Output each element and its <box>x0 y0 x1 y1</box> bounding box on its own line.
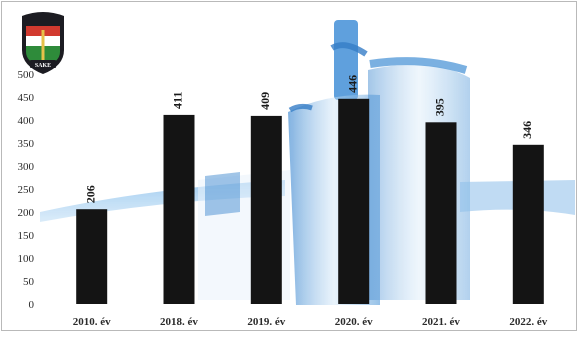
bar-series <box>76 98 544 305</box>
y-tick-label: 500 <box>18 69 35 81</box>
y-tick-label: 450 <box>18 92 35 104</box>
bar <box>512 144 544 304</box>
bar <box>163 114 195 305</box>
y-tick-label: 400 <box>18 115 35 127</box>
bar-value-label: 395 <box>433 98 447 116</box>
y-axis: 0 50 100 150 200 250 300 350 400 450 500 <box>18 69 35 311</box>
coat-of-arms-shield-icon: SAKE <box>22 12 64 74</box>
y-tick-label: 300 <box>18 161 35 173</box>
bar <box>76 209 108 304</box>
y-tick-label: 100 <box>18 253 35 265</box>
logo-text: SAKE <box>35 63 51 69</box>
y-tick-label: 250 <box>18 184 35 196</box>
value-labels: 206 411 409 446 395 346 <box>83 75 534 203</box>
y-tick-label: 50 <box>23 276 35 288</box>
x-tick-label: 2020. év <box>335 316 373 328</box>
y-tick-label: 350 <box>18 138 35 150</box>
y-tick-label: 0 <box>29 299 35 311</box>
x-tick-label: 2018. év <box>160 316 198 328</box>
bar <box>338 98 370 304</box>
x-tick-label: 2019. év <box>247 316 285 328</box>
bar-value-label: 446 <box>345 75 359 93</box>
chart-frame <box>1 1 577 331</box>
y-tick-label: 150 <box>18 230 35 242</box>
x-tick-label: 2021. év <box>422 316 460 328</box>
bar-value-label: 409 <box>258 92 272 110</box>
x-axis: 2010. év 2018. év 2019. év 2020. év 2021. év… <box>73 316 548 328</box>
bar-value-label: 206 <box>83 185 97 203</box>
x-tick-label: 2022. év <box>509 316 547 328</box>
y-tick-label: 200 <box>18 207 35 219</box>
bar <box>250 115 282 305</box>
bar <box>425 122 457 304</box>
bar-value-label: 346 <box>520 121 534 139</box>
bar-value-label: 411 <box>171 92 185 109</box>
x-tick-label: 2010. év <box>73 316 111 328</box>
